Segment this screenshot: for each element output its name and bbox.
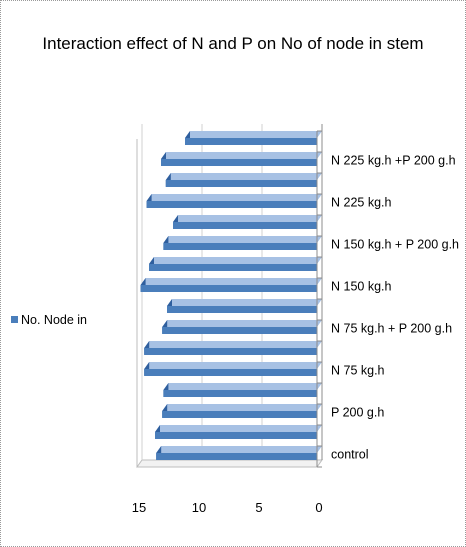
bar: [140, 278, 322, 292]
bar: [149, 257, 322, 271]
bar-top-face: [156, 446, 322, 453]
bar: [155, 425, 322, 439]
bar-front-face: [155, 432, 317, 439]
tick-label: 5: [255, 500, 262, 515]
bar: [162, 320, 322, 334]
bar-front-face: [144, 369, 317, 376]
category-label: N 225 kg.h: [331, 196, 392, 210]
bar-top-face: [149, 257, 322, 264]
bar-top-face: [155, 425, 322, 432]
bar-front-face: [185, 138, 317, 145]
bar-front-face: [162, 327, 317, 334]
bar: [173, 215, 322, 229]
tick-label: 15: [132, 500, 146, 515]
category-labels: control P 200 g.h N 75 kg.h N 75 kg.h + P 2…: [331, 154, 459, 462]
bar-top-face: [144, 341, 322, 348]
value-axis-ticks: 15 10 5 0: [132, 500, 323, 515]
legend-swatch: [11, 316, 18, 323]
chart-title: Interaction effect of N and P on No of n…: [42, 34, 423, 53]
tick-label: 0: [315, 500, 322, 515]
category-label: N 75 kg.h + P 200 g.h: [331, 322, 452, 336]
bar: [156, 446, 322, 460]
bar: [162, 404, 322, 418]
bar-top-face: [144, 362, 322, 369]
category-label: control: [331, 448, 369, 462]
category-label: N 150 kg.h + P 200 g.h: [331, 238, 459, 252]
bar-top-face: [140, 278, 322, 285]
category-label: N 75 kg.h: [331, 364, 385, 378]
bar-top-face: [162, 320, 322, 327]
bar-front-face: [167, 306, 317, 313]
bar-front-face: [173, 222, 317, 229]
bar: [185, 131, 322, 145]
bar-top-face: [146, 194, 322, 201]
bar-front-face: [163, 390, 317, 397]
bar-top-face: [167, 299, 322, 306]
bar-front-face: [165, 180, 317, 187]
tick-label: 10: [192, 500, 206, 515]
bar-top-face: [162, 404, 322, 411]
bar: [144, 362, 322, 376]
bar-front-face: [149, 264, 317, 271]
legend-label: No. Node in: [21, 313, 87, 327]
bar: [144, 341, 322, 355]
category-label: P 200 g.h: [331, 406, 384, 420]
bar-front-face: [161, 159, 317, 166]
bar-top-face: [163, 236, 322, 243]
bar-front-face: [162, 411, 317, 418]
bar-front-face: [144, 348, 317, 355]
bar-front-face: [146, 201, 317, 208]
bar-front-face: [163, 243, 317, 250]
bar-top-face: [185, 131, 322, 138]
bar-top-face: [163, 383, 322, 390]
bar-top-face: [161, 152, 322, 159]
bar: [167, 299, 322, 313]
bar: [163, 236, 322, 250]
category-label: N 150 kg.h: [331, 280, 392, 294]
bar: [146, 194, 322, 208]
bar: [161, 152, 322, 166]
bar-top-face: [173, 215, 322, 222]
plot-floor-plane: [136, 459, 323, 468]
bar: [163, 383, 322, 397]
bar: [165, 173, 322, 187]
category-label: N 225 kg.h +P 200 g.h: [331, 154, 456, 168]
bar-top-face: [165, 173, 322, 180]
bar-front-face: [156, 453, 317, 460]
bar-front-face: [140, 285, 317, 292]
legend: No. Node in: [11, 313, 87, 327]
bars: [140, 131, 322, 460]
category-axis: [316, 124, 323, 468]
